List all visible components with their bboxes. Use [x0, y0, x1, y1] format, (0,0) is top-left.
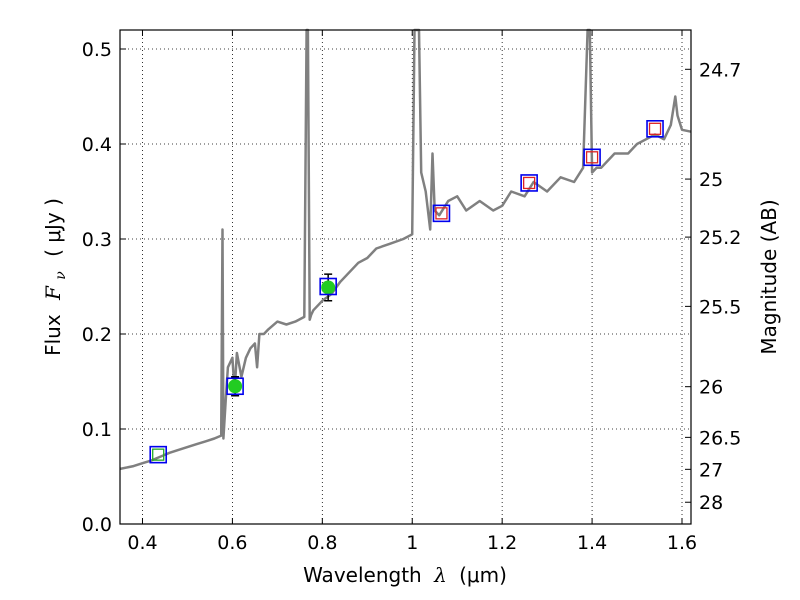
y-axis-label: Flux F ν ( μJy )	[41, 198, 70, 356]
observed-point	[228, 379, 243, 394]
y2-tick-label: 26.5	[699, 427, 741, 449]
x-tick-label: 1.2	[487, 532, 517, 554]
y2-tick-label: 24.7	[699, 59, 741, 81]
y-tick-label: 0.2	[82, 324, 112, 346]
predicted-square	[585, 151, 599, 164]
y-tick-label: 0.5	[82, 39, 112, 61]
x-tick-label: 0.6	[217, 532, 247, 554]
y2-tick-label: 25	[699, 169, 723, 191]
axes-frame	[119, 29, 692, 525]
grid-lines	[120, 30, 691, 525]
x-tick-label: 1	[406, 532, 418, 554]
model-square	[583, 148, 601, 167]
y2-axis-label: Magnitude (AB)	[757, 199, 781, 354]
y2-tick-label: 25.2	[699, 227, 741, 249]
model-square	[520, 174, 538, 192]
x-tick-label: 1.6	[667, 532, 697, 554]
axes-ticks: 0.4 0.6 0.8 1 1.2 1.4 1.6 0.0 0.1 0.2 0.3 0.4 0.5 24.…	[82, 30, 741, 554]
model-square	[646, 120, 664, 138]
y-tick-label: 0.4	[82, 134, 112, 156]
predicted-square	[522, 176, 536, 190]
model-square	[319, 277, 337, 296]
observed-square	[152, 448, 165, 461]
y-tick-label: 0.0	[82, 514, 112, 536]
y-tick-label: 0.3	[82, 229, 112, 251]
x-tick-label: 0.4	[127, 532, 157, 554]
x-axis-label: Wavelength λ (μm)	[303, 563, 507, 587]
model-square	[226, 377, 244, 396]
observed-point	[321, 280, 336, 295]
spectrum-line	[119, 28, 692, 471]
plot-area	[119, 28, 692, 471]
y-tick-label: 0.1	[82, 419, 112, 441]
y2-tick-label: 27	[699, 459, 723, 481]
x-tick-label: 0.8	[307, 532, 337, 554]
model-square	[149, 445, 168, 464]
y2-tick-label: 25.5	[699, 296, 741, 318]
x-tick-label: 1.4	[577, 532, 607, 554]
predicted-square	[435, 207, 448, 220]
y2-tick-label: 26	[699, 377, 723, 399]
y2-tick-label: 28	[699, 492, 723, 514]
predicted-square	[648, 122, 662, 135]
model-square	[432, 204, 451, 223]
